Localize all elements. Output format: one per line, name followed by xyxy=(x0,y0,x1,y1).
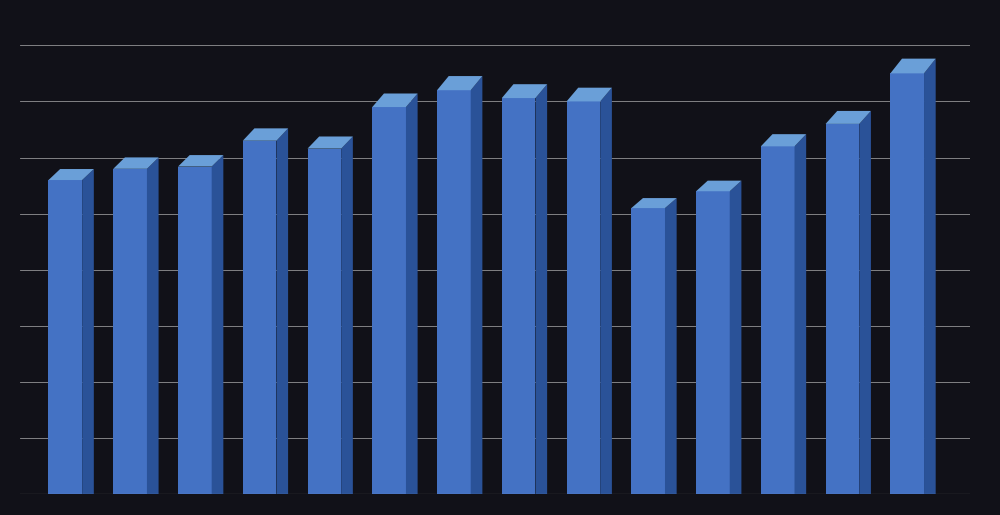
Polygon shape xyxy=(406,94,418,494)
Bar xyxy=(308,149,341,494)
Polygon shape xyxy=(730,181,741,494)
Bar xyxy=(761,146,795,494)
Polygon shape xyxy=(437,76,482,90)
Polygon shape xyxy=(924,59,936,494)
Polygon shape xyxy=(276,128,288,494)
Bar xyxy=(631,208,665,494)
Bar xyxy=(696,191,730,494)
Bar xyxy=(567,101,600,494)
Bar xyxy=(113,169,147,494)
Polygon shape xyxy=(567,88,612,101)
Polygon shape xyxy=(631,198,677,208)
Polygon shape xyxy=(761,134,806,146)
Bar xyxy=(437,90,471,494)
Polygon shape xyxy=(48,169,94,180)
Polygon shape xyxy=(665,198,677,494)
Polygon shape xyxy=(859,111,871,494)
Polygon shape xyxy=(502,84,547,98)
Bar xyxy=(502,98,535,494)
Polygon shape xyxy=(696,181,741,191)
Polygon shape xyxy=(212,155,223,494)
Polygon shape xyxy=(795,134,806,494)
Polygon shape xyxy=(600,88,612,494)
Polygon shape xyxy=(178,155,223,166)
Polygon shape xyxy=(372,94,418,107)
Polygon shape xyxy=(890,59,936,73)
Polygon shape xyxy=(471,76,482,494)
Polygon shape xyxy=(147,158,159,494)
Bar xyxy=(890,73,924,494)
Polygon shape xyxy=(82,169,94,494)
Polygon shape xyxy=(535,84,547,494)
Polygon shape xyxy=(113,158,159,169)
Polygon shape xyxy=(308,136,353,149)
Bar xyxy=(826,124,859,494)
Bar xyxy=(48,180,82,494)
Polygon shape xyxy=(826,111,871,124)
Bar xyxy=(243,141,276,494)
Polygon shape xyxy=(341,136,353,494)
Polygon shape xyxy=(243,128,288,141)
Bar xyxy=(178,166,212,494)
Bar xyxy=(372,107,406,494)
